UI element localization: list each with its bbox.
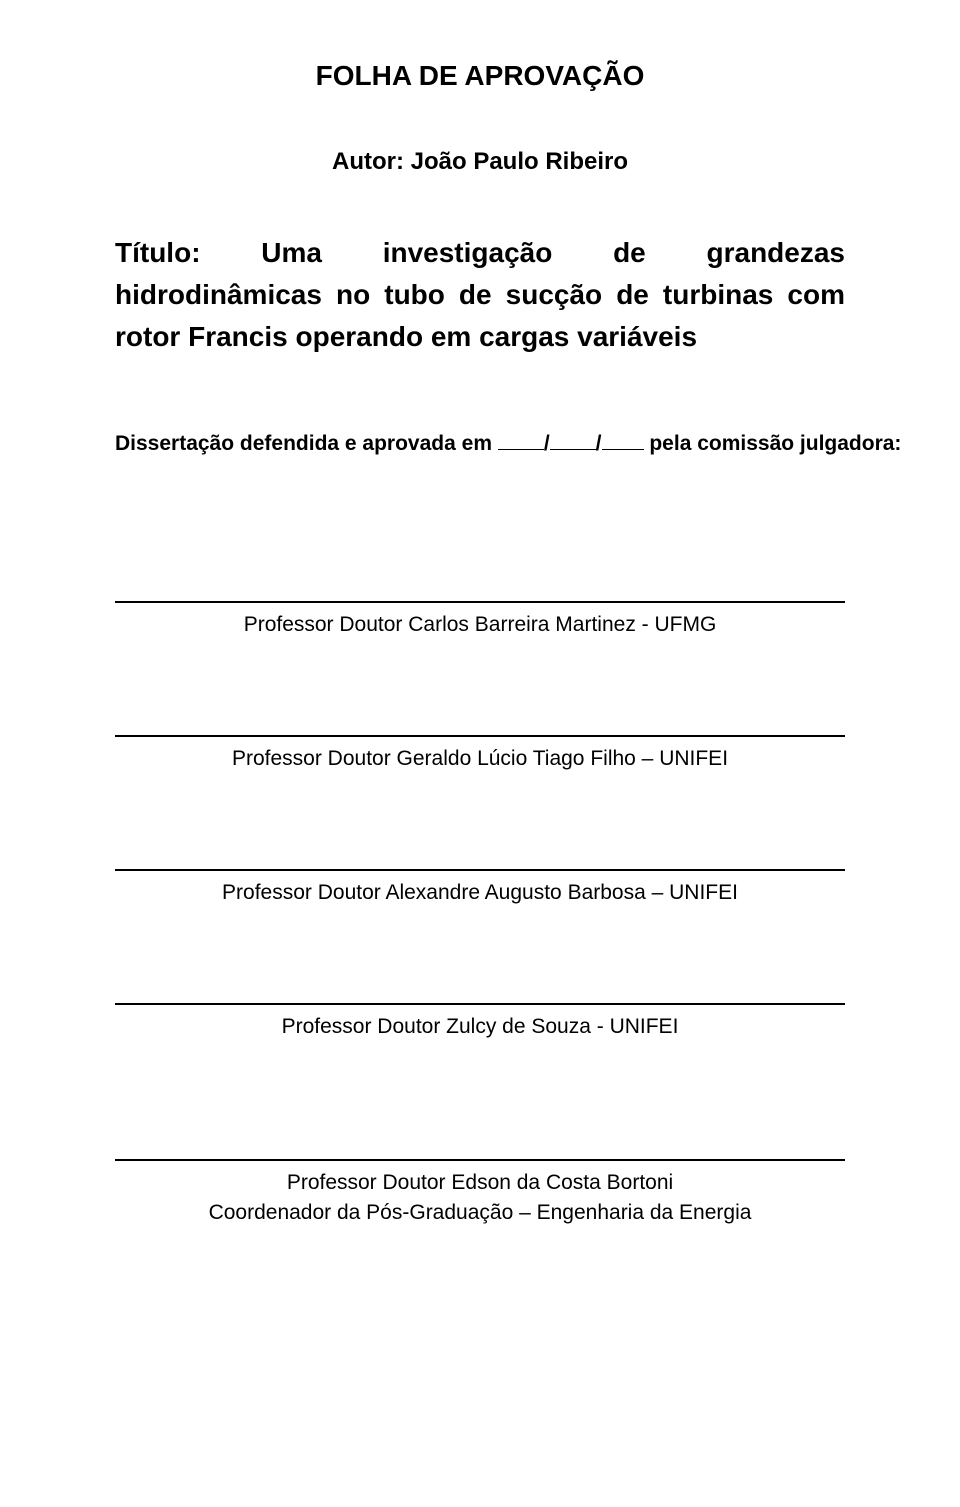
defense-before: Dissertação defendida e aprovada em <box>115 432 498 455</box>
committee-member-name: Professor Doutor Carlos Barreira Martine… <box>115 613 845 637</box>
committee-member-name: Professor Doutor Alexandre Augusto Barbo… <box>115 881 845 905</box>
signature-rule <box>115 869 845 871</box>
date-blank-day <box>498 428 544 450</box>
signature-block: Professor Doutor Geraldo Lúcio Tiago Fil… <box>115 735 845 771</box>
signature-block: Professor Doutor Zulcy de Souza - UNIFEI <box>115 1003 845 1039</box>
author-name: João Paulo Ribeiro <box>411 148 628 175</box>
defense-date-line: Dissertação defendida e aprovada em // p… <box>115 428 845 456</box>
thesis-title-block: Título: Uma investigação de grandezas hi… <box>115 232 845 358</box>
page-heading: FOLHA DE APROVAÇÃO <box>115 60 845 92</box>
signature-block: Professor Doutor Carlos Barreira Martine… <box>115 601 845 637</box>
author-line: Autor: João Paulo Ribeiro <box>115 148 845 176</box>
title-content: Uma investigação de grandezas hidrodinâm… <box>115 237 845 352</box>
signature-rule <box>115 601 845 603</box>
signature-rule <box>115 1003 845 1005</box>
committee-member-name: Professor Doutor Geraldo Lúcio Tiago Fil… <box>115 747 845 771</box>
committee-member-name: Professor Doutor Zulcy de Souza - UNIFEI <box>115 1015 845 1039</box>
signature-block: Professor Doutor Alexandre Augusto Barbo… <box>115 869 845 905</box>
title-label: Título: <box>115 237 201 268</box>
coordinator-signature-block: Professor Doutor Edson da Costa Bortoni … <box>115 1159 845 1225</box>
signature-rule <box>115 735 845 737</box>
date-blank-year <box>602 428 644 450</box>
date-blank-month <box>550 428 596 450</box>
author-label: Autor: <box>332 148 411 175</box>
defense-after: pela comissão julgadora: <box>644 432 902 455</box>
approval-sheet-page: FOLHA DE APROVAÇÃO Autor: João Paulo Rib… <box>0 0 960 1507</box>
signature-rule <box>115 1159 845 1161</box>
coordinator-role: Coordenador da Pós-Graduação – Engenhari… <box>115 1201 845 1225</box>
coordinator-name: Professor Doutor Edson da Costa Bortoni <box>115 1171 845 1195</box>
